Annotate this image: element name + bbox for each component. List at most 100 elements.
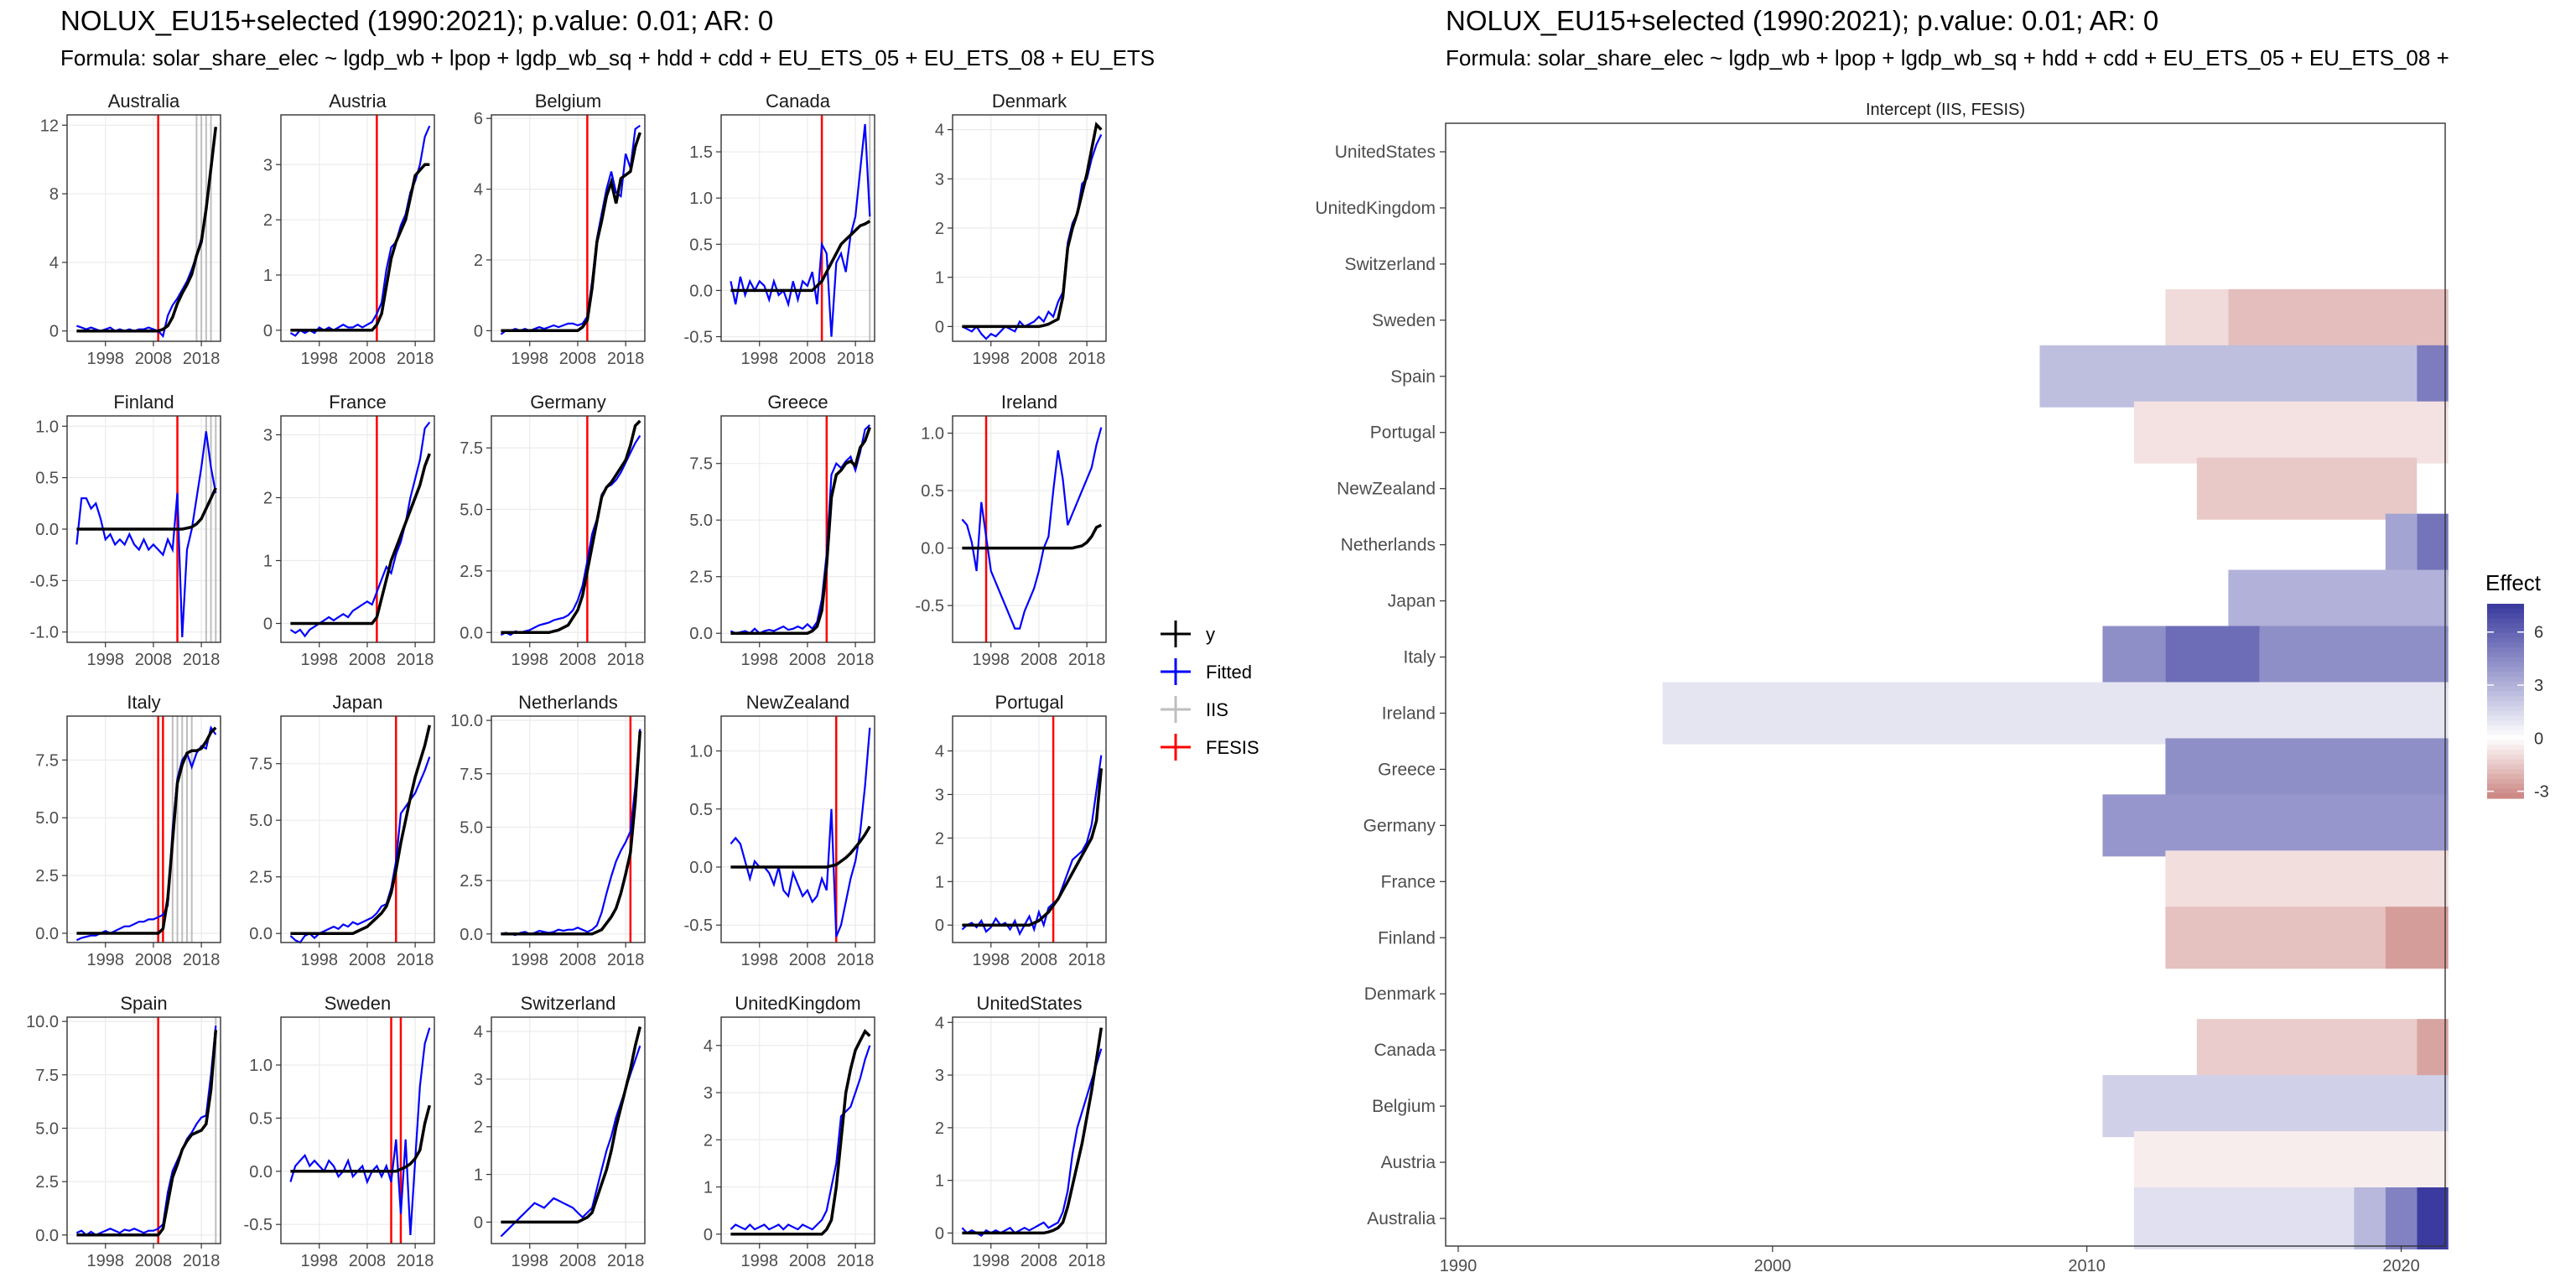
legend-label-y: y (1206, 624, 1215, 645)
x-tick-label-newzealand: 2008 (789, 951, 827, 969)
x-tick-label-portugal: 2018 (1068, 951, 1106, 969)
x-tick-label-portugal: 1998 (973, 951, 1010, 969)
heatmap-row-label-unitedstates: UnitedStates (1335, 143, 1436, 162)
heatmap-row-label-australia: Australia (1367, 1209, 1436, 1228)
y-tick-label-unitedstates: 0 (935, 1224, 944, 1243)
colorbar-segment (2487, 730, 2524, 736)
y-tick-label-canada: -0.5 (684, 328, 713, 346)
heatmap-cell-australia (2133, 1187, 2355, 1249)
panel-border-denmark (952, 114, 1107, 342)
panel-border-sweden (280, 1016, 435, 1244)
y-tick-label-australia: 12 (40, 117, 59, 135)
heatmap-cell-australia (2417, 1187, 2449, 1249)
colorbar-tick-label: -3 (2534, 783, 2549, 802)
fitted-series-spain (75, 1026, 217, 1237)
x-tick-label-australia: 1998 (87, 350, 125, 368)
x-tick-label-ireland: 1998 (973, 651, 1010, 669)
y-tick-label-newzealand: 0.0 (689, 859, 713, 877)
x-tick-label-france: 2018 (397, 651, 434, 669)
heatmap-cell-netherlands (2385, 513, 2418, 576)
colorbar-segment (2487, 667, 2524, 673)
panel-bg-canada (721, 115, 875, 341)
y-tick-label-ireland: 1.0 (921, 425, 944, 444)
y-tick-label-italy: 7.5 (35, 751, 59, 770)
heatmap-x-tick-label-2020: 2020 (2382, 1257, 2420, 1275)
colorbar-tick-label: 3 (2534, 677, 2543, 695)
panel-bg-unitedstates (953, 1017, 1106, 1244)
heatmap-cell-finland (2165, 906, 2386, 969)
x-tick-label-italy: 2018 (183, 951, 221, 969)
colorbar-segment (2487, 632, 2524, 639)
y-tick-label-belgium: 2 (474, 252, 483, 270)
facet-title-netherlands: Netherlands (518, 692, 618, 713)
x-tick-label-unitedstates: 2018 (1068, 1252, 1106, 1270)
y-tick-label-belgium: 0 (474, 322, 483, 340)
y-tick-label-spain: 5.0 (35, 1119, 59, 1138)
x-tick-label-austria: 1998 (301, 350, 339, 368)
x-tick-label-belgium: 2008 (559, 350, 597, 368)
y-tick-label-finland: -0.5 (30, 572, 59, 590)
colorbar-segment (2487, 613, 2524, 619)
colorbar-segment (2487, 681, 2524, 688)
y-tick-label-denmark: 1 (935, 269, 944, 288)
x-tick-label-spain: 1998 (87, 1252, 125, 1270)
colorbar-segment (2487, 769, 2524, 775)
panel-border-italy (66, 715, 221, 943)
y-tick-label-sweden: 1.0 (249, 1057, 273, 1075)
y-tick-label-greece: 0.0 (689, 625, 713, 643)
y-series-switzerland (501, 1026, 641, 1224)
x-tick-label-ireland: 2018 (1068, 651, 1106, 669)
y-tick-label-australia: 4 (49, 254, 59, 273)
legend-label-iis: IIS (1206, 699, 1228, 720)
y-tick-label-germany: 5.0 (460, 501, 483, 520)
x-tick-label-australia: 2008 (135, 350, 173, 368)
x-tick-label-japan: 2008 (349, 951, 387, 969)
heatmap-row-label-denmark: Denmark (1364, 984, 1436, 1004)
y-tick-label-spain: 10.0 (26, 1013, 59, 1031)
colorbar-segment (2487, 637, 2524, 643)
fitted-series-switzerland (500, 1045, 641, 1238)
panel-bg-greece (721, 416, 875, 642)
panel-border-finland (66, 415, 221, 643)
y-tick-label-belgium: 6 (474, 110, 483, 128)
colorbar-segment (2487, 628, 2524, 634)
y-tick-label-switzerland: 4 (474, 1023, 483, 1041)
colorbar-segment (2487, 710, 2524, 716)
fitted-series-greece (730, 424, 871, 635)
heatmap-row-label-belgium: Belgium (1372, 1097, 1436, 1116)
y-series-netherlands (501, 730, 642, 936)
colorbar-segment (2487, 604, 2524, 610)
panel-border-netherlands (491, 715, 646, 943)
heatmap-row-label-netherlands: Netherlands (1341, 536, 1436, 555)
facet-title-finland: Finland (113, 392, 174, 413)
right-formula-subtitle: Formula: solar_share_elec ~ lgdp_wb + lp… (1446, 45, 2449, 70)
facet-title-greece: Greece (767, 392, 828, 413)
heatmap-row-label-ireland: Ireland (1382, 704, 1436, 723)
y-tick-label-canada: 0.0 (689, 282, 713, 300)
heatmap-cell-netherlands (2417, 513, 2449, 576)
y-tick-label-japan: 0.0 (249, 925, 273, 943)
x-tick-label-unitedkingdom: 2008 (789, 1252, 827, 1270)
y-tick-label-denmark: 0 (935, 318, 944, 336)
right-chart-title: NOLUX_EU15+selected (1990:2021); p.value… (1446, 5, 2159, 36)
x-tick-label-switzerland: 1998 (512, 1252, 549, 1270)
fitted-series-netherlands (501, 729, 641, 937)
y-tick-label-portugal: 0 (935, 917, 944, 935)
x-tick-label-canada: 1998 (741, 350, 779, 368)
y-tick-label-ireland: -0.5 (916, 597, 944, 615)
y-tick-label-denmark: 3 (935, 170, 944, 189)
x-tick-label-japan: 1998 (301, 951, 339, 969)
colorbar-segment (2487, 608, 2524, 615)
y-tick-label-austria: 2 (263, 211, 273, 230)
fitted-series-japan (289, 756, 431, 944)
heatmap-row-label-portugal: Portugal (1370, 423, 1436, 443)
colorbar-segment (2487, 652, 2524, 658)
y-tick-label-australia: 8 (49, 185, 59, 204)
y-series-portugal (962, 768, 1104, 927)
y-series-france (290, 453, 431, 626)
y-tick-label-japan: 2.5 (249, 869, 273, 887)
heatmap-cell-austria (2133, 1131, 2449, 1194)
x-tick-label-greece: 2018 (837, 651, 875, 669)
legend-label-fesis: FESIS (1206, 737, 1259, 758)
